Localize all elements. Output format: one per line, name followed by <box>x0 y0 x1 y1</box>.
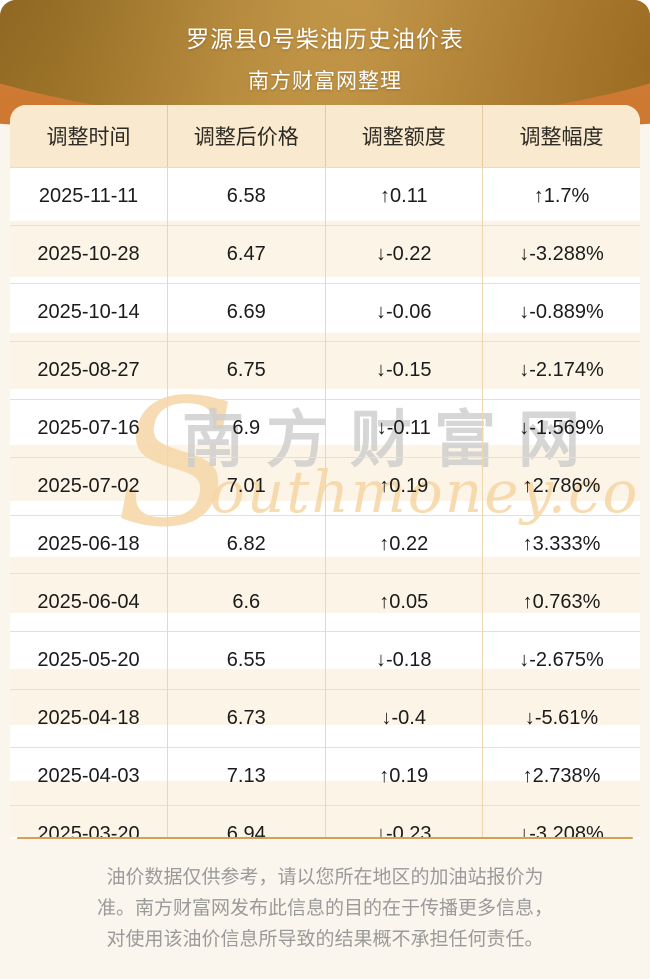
cell-price: 6.55 <box>167 631 326 690</box>
cell-change: ↓-0.15 <box>325 341 483 400</box>
cell-date: 2025-05-20 <box>10 631 168 690</box>
banner-titles: 罗源县0号柴油历史油价表 南方财富网整理 <box>0 0 650 95</box>
page-subtitle: 南方财富网整理 <box>248 70 402 93</box>
cell-change: ↓-0.23 <box>325 805 483 839</box>
table-row: 2025-07-02 7.01 ↑0.19 ↑2.786% <box>10 457 640 516</box>
table-row: 2025-03-20 6.94 ↓-0.23 ↓-3.208% <box>10 805 640 839</box>
column-header-2: 调整额度 <box>325 105 483 168</box>
cell-date: 2025-07-02 <box>10 457 168 516</box>
cell-percent: ↓-0.889% <box>482 283 640 342</box>
cell-percent: ↓-2.675% <box>482 631 640 690</box>
table-row: 2025-11-11 6.58 ↑0.11 ↑1.7% <box>10 167 640 226</box>
cell-price: 7.01 <box>167 457 326 516</box>
cell-percent: ↑2.786% <box>482 457 640 516</box>
table-row: 2025-10-14 6.69 ↓-0.06 ↓-0.889% <box>10 283 640 342</box>
cell-change: ↓-0.11 <box>325 399 483 458</box>
cell-percent: ↑2.738% <box>482 747 640 806</box>
cell-change: ↑0.19 <box>325 747 483 806</box>
cell-percent: ↓-3.288% <box>482 225 640 284</box>
price-table-card: S 南方财富网 outhmoney.com 调整时间调整后价格调整额度调整幅度 … <box>10 105 640 839</box>
cell-date: 2025-04-03 <box>10 747 168 806</box>
cell-percent: ↓-2.174% <box>482 341 640 400</box>
cell-price: 6.75 <box>167 341 326 400</box>
price-table-body: 2025-11-11 6.58 ↑0.11 ↑1.7% 2025-10-28 6… <box>10 167 640 839</box>
cell-price: 6.82 <box>167 515 326 574</box>
cell-price: 7.13 <box>167 747 326 806</box>
header-row: 调整时间 调整后价格 调整额度 调整幅度 <box>10 105 640 168</box>
cell-percent: ↓-5.61% <box>482 689 640 748</box>
cell-change: ↓-0.4 <box>325 689 483 748</box>
cell-change: ↓-0.18 <box>325 631 483 690</box>
column-header-3: 调整幅度 <box>482 105 640 168</box>
table-row: 2025-04-03 7.13 ↑0.19 ↑2.738% <box>10 747 640 806</box>
column-header-1: 调整后价格 <box>167 105 326 168</box>
cell-date: 2025-08-27 <box>10 341 168 400</box>
table-row: 2025-10-28 6.47 ↓-0.22 ↓-3.288% <box>10 225 640 284</box>
cell-date: 2025-06-04 <box>10 573 168 632</box>
cell-price: 6.94 <box>167 805 326 839</box>
cell-price: 6.47 <box>167 225 326 284</box>
cell-date: 2025-04-18 <box>10 689 168 748</box>
cell-date: 2025-10-28 <box>10 225 168 284</box>
table-row: 2025-06-04 6.6 ↑0.05 ↑0.763% <box>10 573 640 632</box>
cell-price: 6.73 <box>167 689 326 748</box>
cell-percent: ↑0.763% <box>482 573 640 632</box>
table-row: 2025-06-18 6.82 ↑0.22 ↑3.333% <box>10 515 640 574</box>
cell-date: 2025-06-18 <box>10 515 168 574</box>
column-header-0: 调整时间 <box>10 105 168 168</box>
cell-price: 6.6 <box>167 573 326 632</box>
cell-price: 6.9 <box>167 399 326 458</box>
cell-price: 6.69 <box>167 283 326 342</box>
cell-change: ↓-0.22 <box>325 225 483 284</box>
cell-price: 6.58 <box>167 167 326 226</box>
table-row: 2025-07-16 6.9 ↓-0.11 ↓-1.569% <box>10 399 640 458</box>
cell-change: ↑0.19 <box>325 457 483 516</box>
cell-percent: ↓-3.208% <box>482 805 640 839</box>
cell-date: 2025-10-14 <box>10 283 168 342</box>
table-row: 2025-04-18 6.73 ↓-0.4 ↓-5.61% <box>10 689 640 748</box>
page-title: 罗源县0号柴油历史油价表 <box>186 26 464 52</box>
price-table: 调整时间 调整后价格 调整额度 调整幅度 2025-11-11 6.58 ↑0.11 … <box>10 105 640 839</box>
cell-change: ↑0.11 <box>325 167 483 226</box>
cell-percent: ↓-1.569% <box>482 399 640 458</box>
cell-percent: ↑1.7% <box>533 185 590 207</box>
gold-dome-background: F <box>0 0 650 125</box>
cell-date: 2025-03-20 <box>10 805 168 839</box>
cell-date: 2025-11-11 <box>10 167 168 226</box>
disclaimer-text: 油价数据仅供参考，请以您所在地区的加油站报价为准。南方财富网发布此信息的目的在于… <box>96 867 553 950</box>
cell-change: ↓-0.06 <box>325 283 483 342</box>
cell-date: 2025-07-16 <box>10 399 168 458</box>
cell-change: ↑0.22 <box>325 515 483 574</box>
cell-change: ↑0.05 <box>325 573 483 632</box>
cell-percent: ↑3.333% <box>482 515 640 574</box>
table-row: 2025-05-20 6.55 ↓-0.18 ↓-2.675% <box>10 631 640 690</box>
table-row: 2025-08-27 6.75 ↓-0.15 ↓-2.174% <box>10 341 640 400</box>
